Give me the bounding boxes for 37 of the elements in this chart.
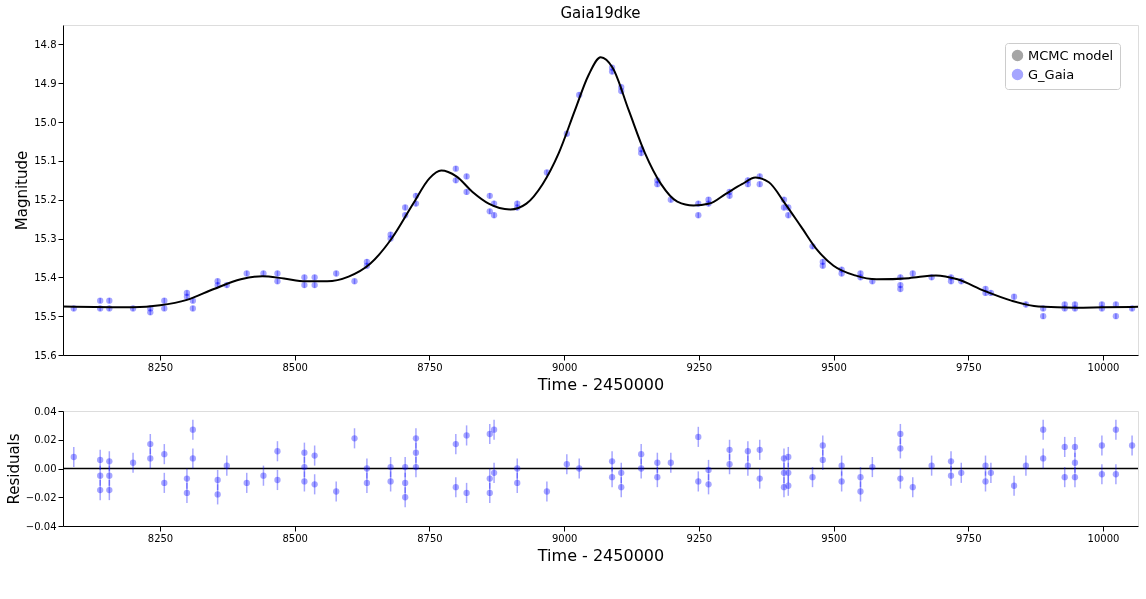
legend-label: MCMC model bbox=[1028, 47, 1114, 63]
x-tick-label: 8500 bbox=[282, 361, 308, 373]
y-tick-label: 15.1 bbox=[34, 155, 57, 167]
legend-label: G_Gaia bbox=[1028, 66, 1075, 82]
x-tick-label: 9250 bbox=[686, 361, 713, 373]
y-tick-label: 0.00 bbox=[34, 463, 57, 474]
y-tick-label: 0.02 bbox=[34, 434, 57, 446]
x-tick-label: 9500 bbox=[821, 361, 847, 373]
x-tick-label: 8750 bbox=[417, 361, 443, 373]
y-tick-label: −0.04 bbox=[25, 520, 57, 532]
y-tick-label: 15.3 bbox=[34, 233, 57, 245]
y-tick-label: 14.8 bbox=[34, 38, 57, 50]
y-tick-label: 15.0 bbox=[34, 116, 57, 128]
x-tick-label: 8750 bbox=[417, 532, 443, 544]
x-tick-label: 9750 bbox=[956, 532, 982, 544]
y-tick-label: 0.04 bbox=[34, 405, 57, 417]
y-tick-label: 15.6 bbox=[34, 349, 57, 361]
x-tick-label: 10000 bbox=[1087, 532, 1120, 544]
x-tick-label: 9000 bbox=[551, 532, 578, 544]
x-tick-label: 8500 bbox=[282, 532, 308, 544]
y-axis-title: Magnitude bbox=[13, 150, 32, 231]
y-tick-label: 14.9 bbox=[34, 77, 57, 89]
x-tick-label: 9250 bbox=[686, 532, 713, 544]
x-axis-title: Time - 2450000 bbox=[536, 374, 665, 394]
y-tick-label: 15.5 bbox=[34, 310, 57, 322]
x-tick-label: 8250 bbox=[147, 361, 174, 373]
x-tick-label: 9000 bbox=[551, 361, 578, 373]
y-axis-title: Residuals bbox=[4, 433, 23, 505]
chart-title: Gaia19dke bbox=[560, 4, 641, 22]
x-tick-label: 9750 bbox=[956, 361, 982, 373]
y-tick-label: 15.4 bbox=[34, 271, 57, 283]
x-tick-label: 9500 bbox=[821, 532, 847, 544]
x-tick-label: 8250 bbox=[147, 532, 174, 544]
y-tick-label: −0.02 bbox=[25, 491, 57, 503]
x-tick-label: 10000 bbox=[1087, 361, 1120, 373]
y-tick-label: 15.2 bbox=[34, 194, 57, 206]
x-axis-title: Time - 2450000 bbox=[536, 545, 665, 565]
